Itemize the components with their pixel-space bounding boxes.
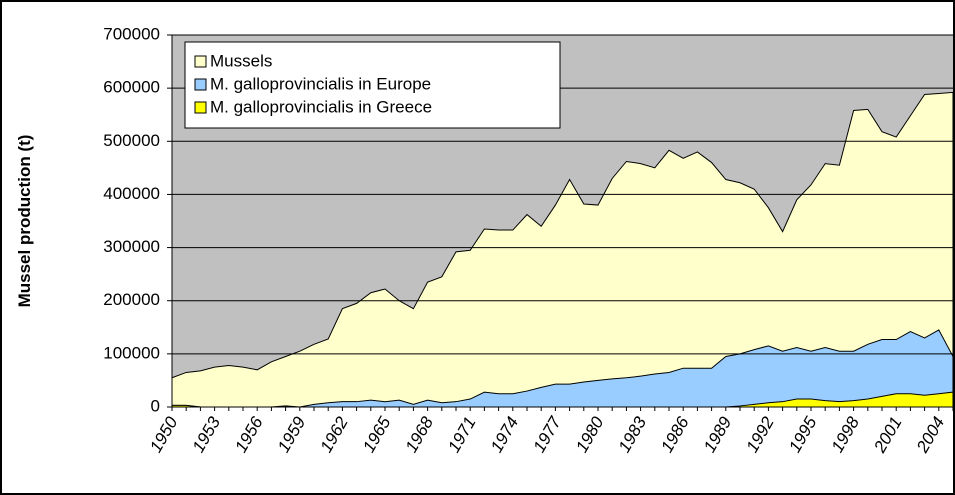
legend: Mussels M. galloprovincialis in Europe M. … [184,41,561,129]
y-tick-label: 0 [151,396,160,415]
legend-label: M. galloprovincialis in Europe [210,74,431,93]
y-tick-label: 200000 [103,290,160,309]
y-axis-label: Mussel production (t) [15,135,34,308]
legend-swatch [194,55,207,68]
y-tick-label: 700000 [103,24,160,43]
y-tick-label: 500000 [103,131,160,150]
legend-swatch [194,101,207,114]
legend-label: Mussels [210,51,272,70]
y-tick-label: 400000 [103,184,160,203]
y-tick-label: 300000 [103,237,160,256]
legend-swatch [194,78,207,91]
area [171,91,954,408]
y-tick-label: 600000 [103,78,160,97]
legend-label: M. galloprovincialis in Greece [210,97,432,116]
y-tick-label: 100000 [103,343,160,362]
legend-box [184,41,561,129]
